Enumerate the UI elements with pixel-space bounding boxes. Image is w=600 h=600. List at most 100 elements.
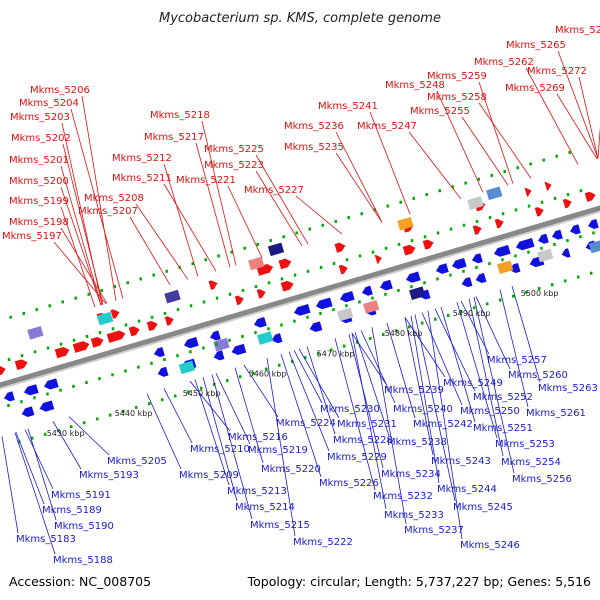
tick-mark: [462, 223, 466, 227]
gene-label-reverse: Mkms_5226: [319, 478, 379, 489]
leader-line-reverse: [14, 432, 56, 555]
leader-line-forward: [335, 131, 383, 223]
tick-mark: [152, 273, 155, 277]
feature-box: [397, 216, 414, 231]
feature-box: [409, 286, 426, 300]
tick-mark: [553, 196, 557, 200]
tick-mark: [358, 300, 361, 304]
leader-line-forward: [369, 111, 411, 215]
tick-mark: [46, 392, 49, 396]
tick-mark: [204, 258, 207, 262]
tick-mark: [436, 277, 439, 281]
tick-mark: [20, 400, 23, 404]
forward-gene: [584, 191, 596, 202]
tick-mark: [342, 344, 346, 348]
gene-arrow: [374, 254, 382, 264]
leader-line-reverse: [414, 314, 456, 502]
tick-mark: [540, 200, 544, 204]
leader-line-forward: [478, 81, 514, 184]
tick-mark: [147, 402, 151, 406]
gene-arrow: [334, 242, 346, 253]
feature-box: [257, 331, 274, 345]
gene-label-forward: Mkms_5197: [2, 231, 62, 242]
gene-label-reverse: Mkms_5263: [538, 383, 598, 394]
gene-arrow: [271, 333, 283, 344]
gene-arrow: [584, 191, 596, 202]
leader-line-reverse: [68, 416, 110, 456]
tick-mark: [82, 421, 86, 425]
tick-mark: [150, 315, 154, 319]
kbp-label: 5500 kbp: [521, 289, 559, 298]
gene-label-reverse: Mkms_5252: [473, 392, 533, 403]
gene-features: [0, 181, 600, 417]
gene-arrow: [128, 326, 140, 337]
reverse-gene: [253, 316, 267, 328]
tick-mark: [563, 279, 567, 283]
tick-mark: [176, 308, 180, 312]
tick-mark: [319, 265, 323, 269]
feature-box: [164, 289, 181, 304]
tick-mark: [293, 319, 296, 323]
reverse-gene: [271, 333, 283, 344]
forward-gene: [164, 316, 174, 326]
gene-label-forward: Mkms_5273: [555, 25, 600, 36]
gene-label-reverse: Mkms_5231: [337, 419, 397, 430]
gene-arrow: [146, 321, 158, 332]
tick-mark: [524, 290, 528, 294]
gene-label-forward: Mkms_5223: [204, 160, 264, 171]
gene-label-reverse: Mkms_5188: [53, 555, 113, 566]
forward-gene: [524, 187, 532, 197]
gene-arrow: [515, 237, 535, 251]
tick-mark: [189, 304, 193, 308]
gene-label-reverse: Mkms_5213: [227, 486, 287, 497]
gene-label-forward: Mkms_5221: [176, 175, 236, 186]
leader-line-reverse: [499, 289, 529, 408]
leader-line-forward: [60, 186, 102, 306]
tick-mark: [160, 398, 164, 402]
tick-mark: [33, 396, 36, 400]
gene-label-forward: Mkms_5225: [204, 144, 264, 155]
kbp-label: 5440 kbp: [115, 409, 153, 418]
gene-arrow: [278, 258, 292, 270]
leader-line-forward: [62, 143, 104, 305]
gene-label-forward: Mkms_5262: [474, 57, 534, 68]
tick-mark: [280, 277, 284, 281]
forward-gene: [234, 295, 244, 306]
tick-mark: [241, 288, 245, 292]
tick-mark: [464, 181, 467, 185]
gene-arrow: [537, 233, 549, 244]
tick-mark: [85, 381, 88, 385]
kbp-label: 5490 kbp: [453, 309, 491, 318]
tick-mark: [345, 304, 348, 308]
leader-line-reverse: [243, 364, 279, 418]
gene-arrow: [405, 271, 421, 283]
feature-box: [467, 196, 484, 210]
gene-arrow: [309, 321, 323, 333]
gene-label-reverse: Mkms_5246: [460, 540, 520, 551]
leader-line-reverse: [189, 380, 231, 432]
forward-gene: [106, 330, 126, 343]
tick-mark: [407, 325, 411, 329]
tick-mark: [264, 367, 268, 371]
leader-line-reverse: [468, 298, 504, 457]
tick-mark: [490, 173, 493, 177]
rna-feature: [467, 196, 484, 210]
gene-label-reverse: Mkms_5238: [387, 437, 447, 448]
tick-mark: [542, 158, 545, 162]
reverse-gene: [435, 263, 449, 274]
leader-line-reverse: [410, 315, 440, 484]
tick-mark: [347, 216, 350, 220]
tick-mark: [527, 204, 531, 208]
leader-line-reverse: [334, 338, 376, 491]
gene-label-reverse: Mkms_5210: [190, 444, 250, 455]
rna-feature: [337, 307, 354, 322]
forward-gene: [280, 280, 294, 292]
tick-mark: [98, 331, 102, 335]
gene-label-reverse: Mkms_5189: [42, 505, 102, 516]
tick-mark: [35, 308, 38, 312]
tick-mark: [98, 377, 101, 381]
gene-label-forward: Mkms_5272: [527, 66, 587, 77]
gene-arrow: [451, 257, 467, 270]
gene-label-reverse: Mkms_5244: [437, 484, 497, 495]
